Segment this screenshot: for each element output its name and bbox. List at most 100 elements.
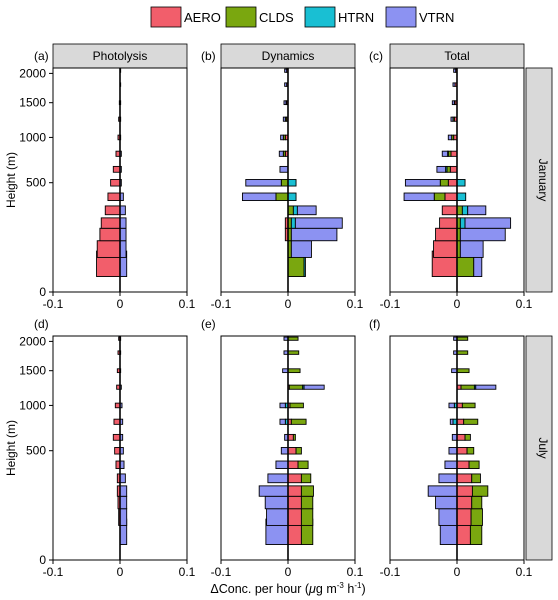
bar-aero — [456, 402, 463, 409]
bar-clds — [287, 368, 301, 374]
bar-aero — [450, 150, 458, 157]
y-tick-label: 1500 — [19, 364, 46, 378]
bar-vtrn — [436, 165, 447, 173]
bar-vtrn — [448, 447, 458, 455]
bar-vtrn — [459, 227, 506, 242]
legend: AERO CLDS HTRN VTRN — [150, 6, 454, 28]
x-tick-label: -0.1 — [211, 297, 232, 311]
bar-aero — [112, 165, 121, 173]
bar-vtrn — [427, 485, 458, 497]
bar-aero — [96, 240, 121, 258]
legend-label-vtrn: VTRN — [419, 10, 454, 25]
panel-tag-d: (d) — [34, 317, 49, 331]
bar-vtrn — [459, 240, 484, 258]
bar-aero — [456, 433, 466, 441]
bar-htrn — [461, 205, 469, 216]
bar-clds — [471, 473, 481, 484]
bar-vtrn — [278, 150, 284, 157]
strip-photolysis — [52, 43, 188, 69]
bar-htrn — [459, 217, 466, 229]
y-axis-title-bottom: Height (m) — [4, 420, 18, 476]
bar-vtrn — [119, 205, 126, 216]
bar-aero — [110, 179, 121, 187]
bar-htrn — [456, 192, 467, 202]
bar-aero — [112, 433, 121, 441]
bar-clds — [433, 192, 446, 202]
strip-january — [525, 67, 553, 293]
y-tick-label: 1500 — [19, 96, 46, 110]
bar-vtrn — [441, 150, 449, 157]
bar-vtrn — [450, 116, 454, 122]
x-tick-label: -0.1 — [43, 565, 64, 579]
bar-vtrn — [266, 508, 289, 526]
bar-vtrn — [448, 402, 455, 409]
bar-vtrn — [303, 384, 325, 390]
bar-vtrn — [294, 217, 343, 229]
bar-aero — [456, 495, 473, 510]
bar-vtrn — [284, 68, 288, 73]
bar-vtrn — [296, 205, 317, 216]
bar-clds — [460, 384, 475, 390]
strip-july — [525, 335, 553, 561]
bar-vtrn — [119, 240, 127, 258]
bar-vtrn — [435, 495, 458, 510]
bar-vtrn — [119, 473, 126, 484]
bar-vtrn — [438, 473, 458, 484]
bar-aero — [449, 165, 458, 173]
bar-clds — [471, 485, 489, 497]
panel-e: -0.1 0 0.1 — [211, 335, 364, 579]
bar-vtrn — [283, 100, 287, 106]
bar-vtrn — [279, 165, 289, 173]
bar-vtrn — [290, 227, 338, 242]
y-tick-label: 1000 — [19, 130, 46, 144]
bar-vtrn — [452, 82, 456, 87]
bar-aero — [99, 227, 121, 242]
bar-vtrn — [404, 179, 441, 187]
legend-swatch-aero — [150, 6, 182, 28]
x-axis-title-exp2: -1 — [354, 581, 362, 590]
bar-vtrn — [267, 473, 289, 484]
bar-htrn — [287, 179, 297, 187]
x-tick-label: 0.1 — [179, 297, 196, 311]
panel-f: -0.1 0 0.1 — [380, 335, 533, 579]
panel-tag-f: (f) — [369, 317, 380, 331]
y-tick-label: 500 — [26, 176, 46, 190]
bar-vtrn — [279, 402, 286, 409]
row-strips: January July — [525, 67, 553, 561]
panel-b: -0.1 0 0.1 — [211, 67, 364, 311]
bar-vtrn — [279, 418, 286, 425]
bar-clds — [461, 402, 476, 409]
y-tick-label: 2000 — [19, 66, 46, 80]
bar-vtrn — [284, 82, 288, 87]
panel-tag-c: (c) — [369, 49, 383, 63]
legend-label-clds: CLDS — [259, 10, 294, 25]
bar-vtrn — [119, 227, 127, 242]
strip-title-dynamics: Dynamics — [262, 49, 315, 63]
x-axis-title-unit: g m — [316, 582, 337, 596]
x-axis-title: ΔConc. per hour (μg m-3 h-1) — [210, 581, 365, 596]
legend-label-htrn: HTRN — [338, 10, 374, 25]
bar-aero — [435, 227, 458, 242]
bar-vtrn — [449, 418, 454, 425]
bar-vtrn — [282, 116, 286, 122]
bar-clds — [446, 165, 451, 173]
bar-vtrn — [451, 368, 458, 374]
bar-clds — [287, 205, 294, 216]
x-tick-label: 0.1 — [179, 565, 196, 579]
bar-clds — [289, 402, 304, 409]
bar-vtrn — [403, 192, 435, 202]
bar-vtrn — [119, 485, 128, 497]
strip-title-photolysis: Photolysis — [93, 49, 148, 63]
bar-clds — [464, 433, 471, 441]
bar-clds — [295, 447, 302, 455]
bar-aero — [104, 205, 121, 216]
bar-vtrn — [241, 192, 277, 202]
x-axis-title-close: ) — [361, 582, 365, 596]
bar-aero — [456, 508, 472, 526]
bar-vtrn — [444, 460, 458, 470]
y-tick-label: 0 — [39, 553, 46, 567]
x-tick-label: 0.1 — [516, 297, 533, 311]
strip-total — [389, 43, 525, 69]
x-tick-label: -0.1 — [43, 297, 64, 311]
bar-vtrn — [447, 134, 453, 141]
